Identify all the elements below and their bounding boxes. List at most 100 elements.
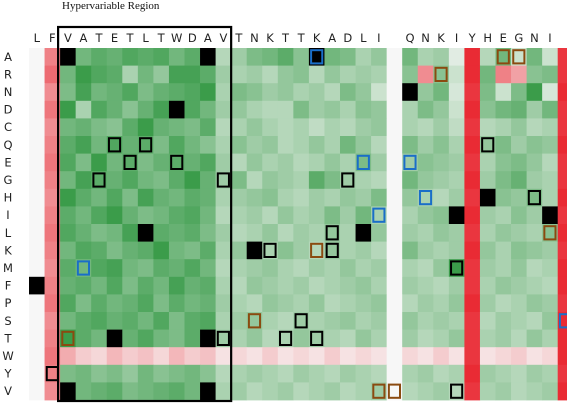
heatmap-cell (371, 118, 388, 137)
heatmap-cell (246, 153, 263, 172)
heatmap-cell (324, 83, 341, 102)
heatmap-cell (557, 312, 567, 330)
heatmap-cell (324, 382, 341, 401)
heatmap-cell (308, 241, 325, 260)
heatmap-cell (44, 276, 61, 295)
heatmap-cell (200, 347, 216, 366)
heatmap-cell (386, 206, 403, 225)
heatmap-cell (308, 206, 325, 225)
heatmap-cell (464, 347, 481, 366)
heatmap-cell (137, 65, 154, 84)
heatmap-cell (184, 312, 201, 330)
heatmap-cell (479, 241, 496, 260)
heatmap-cell (184, 347, 201, 366)
heatmap-cell (526, 347, 543, 366)
heatmap-cell (91, 294, 108, 313)
heatmap-cell (91, 347, 108, 366)
heatmap-cell (526, 241, 543, 260)
heatmap-cell (231, 136, 248, 154)
heatmap-cell (448, 136, 465, 154)
heatmap-cell (200, 136, 216, 154)
heatmap-cell (495, 312, 512, 330)
heatmap-cell (355, 136, 372, 154)
column-label: Q (405, 31, 414, 45)
heatmap-cell (184, 224, 201, 242)
column-label: A (328, 31, 336, 45)
heatmap-cell (479, 294, 496, 313)
heatmap-cell (464, 329, 481, 348)
heatmap-cell (200, 118, 216, 137)
heatmap-cell (75, 347, 92, 366)
heatmap-cell (44, 118, 61, 137)
outlined-cell-marker (496, 49, 510, 65)
heatmap-cell (433, 83, 450, 102)
heatmap-cell (402, 294, 419, 313)
heatmap-cell (433, 347, 450, 366)
heatmap-cell (495, 48, 512, 66)
heatmap-cell (402, 118, 419, 137)
heatmap-cell (137, 294, 154, 313)
heatmap-cell (153, 241, 170, 260)
heatmap-cell (402, 382, 419, 401)
heatmap-cell (262, 206, 279, 225)
heatmap-cell (293, 276, 310, 295)
heatmap-cell (557, 259, 567, 278)
heatmap-cell (495, 100, 512, 119)
hypervariable-region-box (56, 25, 233, 403)
heatmap-cell (355, 206, 372, 225)
heatmap-cell (464, 83, 481, 102)
heatmap-cell (246, 259, 263, 278)
heatmap-cell (106, 100, 123, 119)
column-label: A (79, 31, 87, 45)
heatmap-cell (262, 241, 279, 260)
heatmap-cell (557, 65, 567, 84)
heatmap-cell (448, 65, 465, 84)
heatmap-cell (557, 347, 567, 366)
heatmap-cell (557, 136, 567, 154)
heatmap-cell (526, 100, 543, 119)
heatmap-cell (122, 100, 139, 119)
heatmap-cell (417, 364, 434, 383)
column-label: G (514, 31, 523, 45)
heatmap-cell (433, 224, 450, 242)
heatmap-cell (557, 188, 567, 207)
heatmap-cell (246, 83, 263, 102)
heatmap-cell (106, 171, 123, 190)
column-label: A (204, 31, 212, 45)
heatmap-cell (231, 364, 248, 383)
heatmap-cell (122, 241, 139, 260)
heatmap-cell (386, 136, 403, 154)
heatmap-cell (557, 224, 567, 242)
heatmap-cell (417, 382, 434, 401)
heatmap-cell (215, 312, 232, 330)
heatmap-cell (340, 48, 356, 66)
heatmap-cell (464, 100, 481, 119)
heatmap-cell (448, 118, 465, 137)
heatmap-cell (231, 294, 248, 313)
heatmap-cell (122, 382, 139, 401)
heatmap-cell (479, 65, 496, 84)
heatmap-cell (184, 65, 201, 84)
heatmap-cell (168, 153, 185, 172)
heatmap-cell (433, 171, 450, 190)
heatmap-cell (417, 224, 434, 242)
heatmap-cell (262, 153, 279, 172)
heatmap-cell (324, 276, 341, 295)
heatmap-cell (106, 83, 123, 102)
heatmap-cell (215, 276, 232, 295)
heatmap-cell (293, 224, 310, 242)
heatmap-cell (448, 364, 465, 383)
heatmap-cell (386, 329, 403, 348)
heatmap-cell (168, 259, 185, 278)
heatmap-cell (371, 241, 388, 260)
outlined-cell-marker (543, 225, 557, 241)
heatmap-cell (153, 65, 170, 84)
heatmap-cell (293, 153, 310, 172)
heatmap-cell (184, 329, 201, 348)
heatmap-cell (29, 188, 45, 207)
heatmap-cell (386, 83, 403, 102)
heatmap-cell (448, 259, 465, 278)
heatmap-cell (91, 329, 108, 348)
heatmap-cell (215, 188, 232, 207)
heatmap-cell (277, 206, 294, 225)
